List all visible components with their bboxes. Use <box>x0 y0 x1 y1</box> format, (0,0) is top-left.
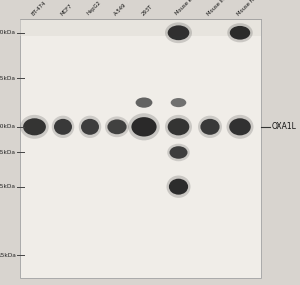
Ellipse shape <box>165 115 192 139</box>
Bar <box>20 19 261 278</box>
Ellipse shape <box>131 117 157 137</box>
Ellipse shape <box>128 113 160 141</box>
Text: 70kDa: 70kDa <box>0 30 16 35</box>
Ellipse shape <box>107 119 127 134</box>
Text: BT-474: BT-474 <box>31 0 47 16</box>
Ellipse shape <box>167 144 190 161</box>
Text: 15kDa: 15kDa <box>0 253 16 258</box>
Text: MCF7: MCF7 <box>59 3 73 16</box>
Ellipse shape <box>165 23 192 43</box>
Ellipse shape <box>229 118 251 135</box>
Text: Mouse heart: Mouse heart <box>236 0 263 16</box>
Text: 293T: 293T <box>140 3 153 16</box>
Text: 40kDa: 40kDa <box>0 124 16 129</box>
Ellipse shape <box>54 119 72 135</box>
Ellipse shape <box>169 179 188 195</box>
Ellipse shape <box>105 117 129 137</box>
Ellipse shape <box>23 118 46 135</box>
Ellipse shape <box>81 119 99 135</box>
Text: Mouse liver: Mouse liver <box>206 0 231 16</box>
Ellipse shape <box>168 25 189 40</box>
Ellipse shape <box>20 115 49 139</box>
Ellipse shape <box>136 97 152 108</box>
Text: 35kDa: 35kDa <box>0 150 16 155</box>
Text: Mouse kidney: Mouse kidney <box>175 0 204 16</box>
Ellipse shape <box>167 176 191 198</box>
Ellipse shape <box>198 116 222 138</box>
Ellipse shape <box>200 119 220 135</box>
Text: OXA1L: OXA1L <box>272 122 296 131</box>
Ellipse shape <box>230 26 250 40</box>
Ellipse shape <box>52 116 74 138</box>
Text: A-549: A-549 <box>113 2 128 16</box>
Text: HepG2: HepG2 <box>86 0 103 16</box>
Text: 25kDa: 25kDa <box>0 184 16 189</box>
Ellipse shape <box>226 115 254 139</box>
Ellipse shape <box>227 23 253 42</box>
Ellipse shape <box>168 118 189 135</box>
Ellipse shape <box>171 98 186 107</box>
Text: 55kDa: 55kDa <box>0 76 16 81</box>
Ellipse shape <box>79 116 101 138</box>
Ellipse shape <box>169 146 188 159</box>
Bar <box>20 19 261 36</box>
